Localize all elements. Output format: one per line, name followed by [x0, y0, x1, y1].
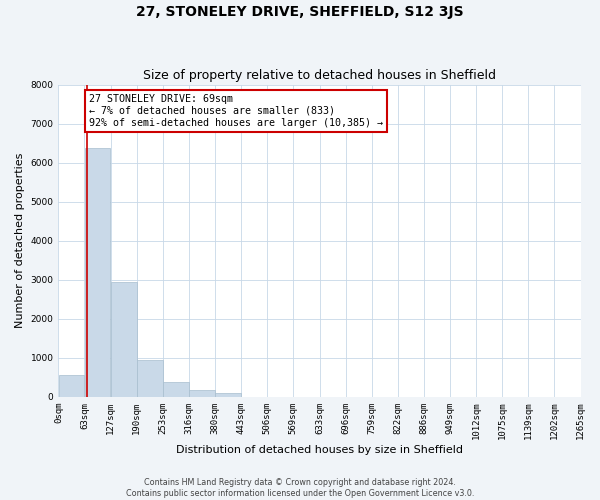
Bar — [215, 393, 241, 397]
Text: 27, STONELEY DRIVE, SHEFFIELD, S12 3JS: 27, STONELEY DRIVE, SHEFFIELD, S12 3JS — [136, 5, 464, 19]
Bar — [137, 360, 163, 397]
X-axis label: Distribution of detached houses by size in Sheffield: Distribution of detached houses by size … — [176, 445, 463, 455]
Text: 27 STONELEY DRIVE: 69sqm
← 7% of detached houses are smaller (833)
92% of semi-d: 27 STONELEY DRIVE: 69sqm ← 7% of detache… — [89, 94, 383, 128]
Bar — [85, 148, 110, 397]
Bar — [111, 282, 137, 397]
Title: Size of property relative to detached houses in Sheffield: Size of property relative to detached ho… — [143, 69, 496, 82]
Bar — [189, 390, 215, 397]
Bar — [59, 375, 85, 397]
Text: Contains HM Land Registry data © Crown copyright and database right 2024.
Contai: Contains HM Land Registry data © Crown c… — [126, 478, 474, 498]
Y-axis label: Number of detached properties: Number of detached properties — [15, 153, 25, 328]
Bar — [163, 382, 189, 397]
